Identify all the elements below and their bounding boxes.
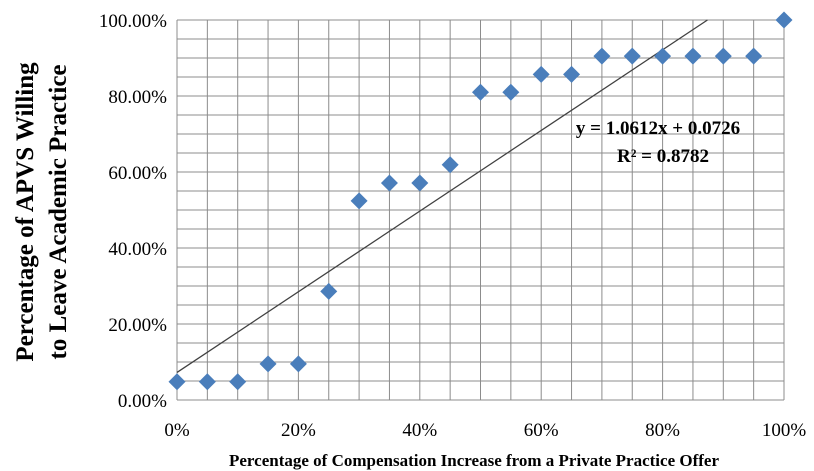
trendline bbox=[176, 19, 708, 373]
data-point-marker bbox=[532, 65, 550, 83]
data-point-marker bbox=[289, 355, 307, 373]
data-point-marker bbox=[259, 355, 277, 373]
y-axis-title-line2: to Leave Academic Practice bbox=[45, 64, 72, 359]
x-tick-label: 40% bbox=[402, 420, 437, 441]
data-point-marker bbox=[441, 156, 459, 174]
data-points bbox=[168, 11, 793, 391]
trendline-r2: R² = 0.8782 bbox=[617, 146, 709, 167]
data-point-marker bbox=[714, 47, 732, 65]
data-point-marker bbox=[654, 47, 672, 65]
y-tick-label: 100.00% bbox=[99, 11, 167, 32]
data-point-marker bbox=[502, 83, 520, 101]
y-axis-title-line1: Percentage of APVS Willing bbox=[12, 62, 39, 362]
x-tick-label: 60% bbox=[524, 420, 559, 441]
data-point-marker bbox=[380, 174, 398, 192]
data-point-marker bbox=[168, 373, 186, 391]
x-tick-label: 0% bbox=[164, 420, 190, 441]
y-axis-tick-labels: 0.00% 20.00% 40.00% 60.00% 80.00% 100.00% bbox=[99, 11, 167, 412]
data-point-marker bbox=[623, 47, 641, 65]
data-point-marker bbox=[563, 65, 581, 83]
x-axis-title: Percentage of Compensation Increase from… bbox=[229, 451, 719, 470]
data-point-marker bbox=[745, 47, 763, 65]
data-point-marker bbox=[684, 47, 702, 65]
data-point-marker bbox=[320, 282, 338, 300]
data-point-marker bbox=[229, 373, 247, 391]
x-tick-label: 100% bbox=[762, 420, 807, 441]
y-tick-label: 80.00% bbox=[108, 87, 167, 108]
data-point-marker bbox=[411, 174, 429, 192]
x-tick-label: 20% bbox=[281, 420, 316, 441]
data-point-marker bbox=[350, 192, 368, 210]
data-point-marker bbox=[198, 373, 216, 391]
data-point-marker bbox=[472, 83, 489, 101]
data-point-marker bbox=[593, 47, 611, 65]
data-point-marker bbox=[775, 11, 793, 29]
y-tick-label: 40.00% bbox=[108, 239, 167, 260]
y-tick-label: 20.00% bbox=[108, 315, 167, 336]
x-tick-label: 80% bbox=[645, 420, 680, 441]
y-tick-label: 60.00% bbox=[108, 163, 167, 184]
trendline-equation: y = 1.0612x + 0.0726 bbox=[576, 118, 740, 139]
x-axis-tick-labels: 0% 20% 40% 60% 80% 100% bbox=[164, 420, 806, 441]
gridlines bbox=[176, 19, 785, 401]
y-tick-label: 0.00% bbox=[118, 391, 167, 412]
